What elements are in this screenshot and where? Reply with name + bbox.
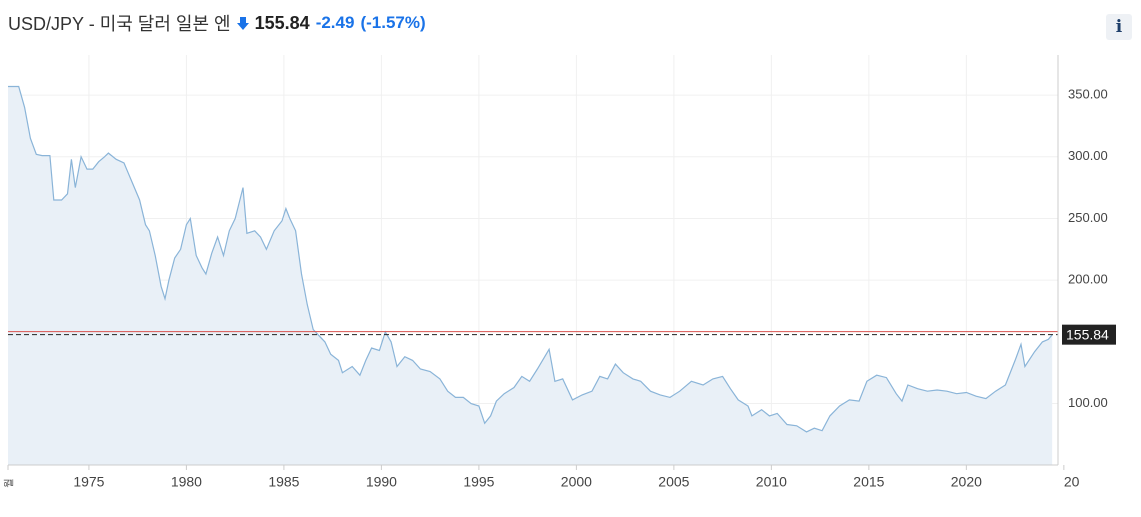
x-tick-label: 2015 (853, 474, 884, 490)
watermark-brand: Investing (26, 379, 136, 409)
x-tick-label: 2010 (756, 474, 787, 490)
x-tick-label: 1990 (366, 474, 397, 490)
y-tick-label: 100.00 (1068, 395, 1108, 410)
y-tick-label: 300.00 (1068, 148, 1108, 163)
watermark: Investing.com (26, 379, 179, 409)
y-tick-label: 250.00 (1068, 210, 1108, 225)
area-fill (8, 86, 1053, 465)
header: USD/JPY - 미국 달러 일본 엔 155.84 -2.49 (-1.57… (8, 10, 426, 36)
x-tick-label: 1975 (73, 474, 104, 490)
y-tick-label: 350.00 (1068, 87, 1108, 102)
x-tick-label: 1985 (268, 474, 299, 490)
price-line (8, 85, 1053, 433)
price-tag (1062, 324, 1116, 345)
symbol-title: USD/JPY - 미국 달러 일본 엔 (8, 14, 231, 34)
change-percent: (-1.57%) (360, 13, 426, 32)
x-tick-label: 2000 (561, 474, 592, 490)
x-tick-label: 월 (4, 478, 16, 487)
x-tick-label: 20 (1064, 474, 1080, 490)
down-arrow (236, 17, 249, 30)
x-tick-label: 1995 (463, 474, 494, 490)
x-tick-label: 2005 (658, 474, 689, 490)
info-button[interactable]: i (1106, 14, 1132, 40)
change: -2.49 (315, 13, 355, 32)
y-tick-label: 200.00 (1068, 272, 1108, 287)
x-tick-label: 2020 (951, 474, 982, 490)
x-tick-label: 1980 (171, 474, 202, 490)
watermark-suffix: .com (136, 384, 179, 406)
price: 155.84 (254, 12, 310, 33)
price-tag-label: 155.84 (1066, 326, 1109, 342)
